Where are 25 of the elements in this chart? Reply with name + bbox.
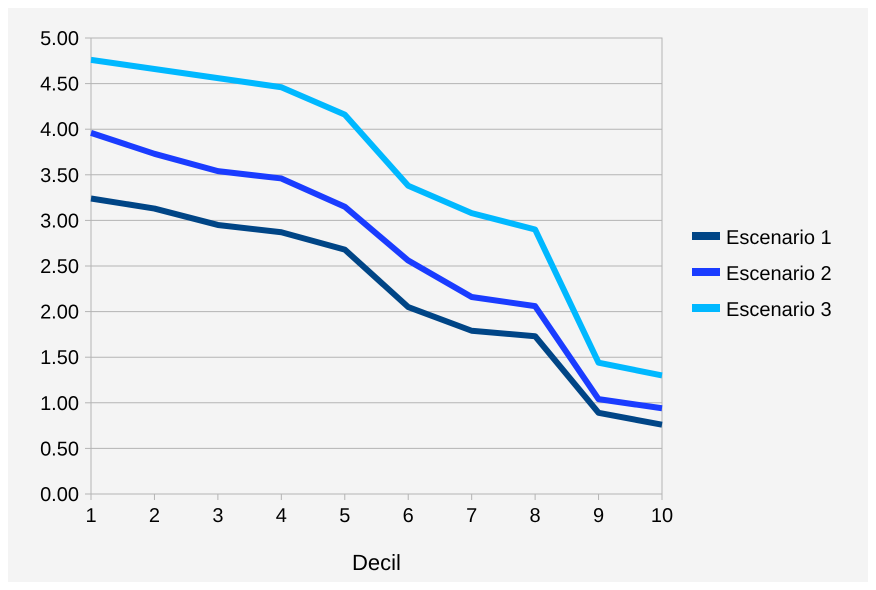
x-tick-label: 5 <box>339 505 350 527</box>
x-tick-label: 9 <box>592 505 604 527</box>
x-tick-label: 7 <box>466 505 478 527</box>
y-tick-label: 4.50 <box>40 74 79 96</box>
y-tick-label: 1.50 <box>40 347 79 370</box>
y-tick-label: 3.50 <box>40 164 79 187</box>
y-tick-label: 0.00 <box>40 484 79 506</box>
x-tick-label: 1 <box>85 505 97 527</box>
legend-label: Escenario 2 <box>726 263 832 285</box>
legend-label: Escenario 1 <box>726 227 832 249</box>
y-tick-label: 3.00 <box>40 210 79 232</box>
x-tick-label: 4 <box>276 505 287 527</box>
x-tick-label: 3 <box>212 505 224 527</box>
x-tick-label: 10 <box>650 505 674 527</box>
x-axis-title: Decil <box>352 550 401 575</box>
y-tick-label: 2.50 <box>40 256 79 278</box>
legend-label: Escenario 3 <box>726 299 832 321</box>
x-tick-label: 6 <box>402 505 414 527</box>
y-tick-label: 5.00 <box>40 28 79 50</box>
y-tick-label: 0.50 <box>40 438 79 460</box>
x-tick-label: 2 <box>148 505 160 527</box>
y-tick-label: 1.00 <box>40 392 79 415</box>
x-tick-label: 8 <box>530 505 541 527</box>
y-tick-label: 4.00 <box>40 119 79 142</box>
y-tick-label: 2.00 <box>40 302 79 324</box>
